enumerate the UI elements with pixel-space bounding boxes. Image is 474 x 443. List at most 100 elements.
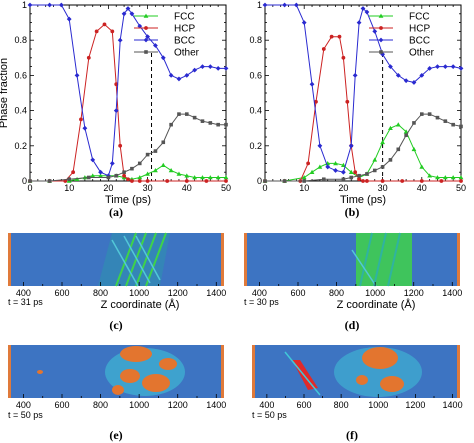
series-line-fcc	[265, 124, 461, 182]
hcp-point	[71, 170, 76, 175]
y-tick-label: 0.2	[14, 141, 27, 151]
x-tick-label: 0	[262, 183, 267, 193]
other-point	[396, 147, 401, 152]
hcp-point	[321, 47, 326, 51]
hcp-point	[137, 179, 142, 183]
x-tick-label: 50	[221, 183, 231, 193]
bcc-point	[58, 2, 64, 8]
snapshot-f: t = 50 ps 400 600 800 1000 1200 1400 (f)	[252, 345, 463, 442]
x-tick-label: 20	[103, 183, 113, 193]
fcc-point	[348, 169, 354, 174]
panel-label-d: (d)	[345, 318, 360, 332]
snapshot-c-time: t = 31 ps	[8, 297, 43, 307]
chart-a: 0 10 20 30 40 50 0 0.2 0.4 0.6 0.8 1 Time (ps) Phase …	[0, 0, 231, 206]
series-other	[28, 112, 228, 183]
z-tick-label: 1400	[206, 400, 226, 410]
x-tick-label: 40	[182, 183, 192, 193]
bcc-point	[388, 64, 393, 69]
hcp-point	[126, 177, 130, 182]
y-tick-label: 0.6	[249, 70, 262, 80]
fcc-point	[160, 162, 166, 167]
bcc-point	[333, 168, 338, 173]
z-tick-label: 1000	[129, 400, 149, 410]
other-point	[122, 170, 126, 174]
fcc-point	[450, 175, 456, 180]
series-other	[263, 112, 463, 183]
hcp-point	[439, 179, 444, 183]
other-point	[322, 177, 326, 182]
hcp-point	[130, 179, 134, 183]
z-tick-label: 1200	[404, 288, 424, 298]
fcc-point	[435, 175, 440, 180]
fcc-point	[200, 175, 205, 180]
bcc-point	[223, 65, 229, 71]
bcc-point	[176, 76, 182, 82]
bcc-point	[200, 64, 205, 69]
x-tick-label: 10	[299, 183, 309, 193]
snapshot-f-cluster	[284, 347, 422, 397]
other-point	[192, 115, 197, 120]
bcc-point	[317, 143, 323, 149]
other-point	[144, 50, 148, 54]
bcc-point	[301, 20, 307, 25]
series-fcc	[262, 122, 464, 183]
other-point	[47, 179, 52, 183]
snapshot-c: t = 31 ps 400 600 800 1000 1200 1400 Z coordi…	[8, 232, 226, 332]
fcc-point	[223, 175, 229, 180]
z-tick-label: 1000	[365, 288, 385, 298]
other-point	[216, 122, 220, 127]
hcp-point	[102, 22, 107, 27]
z-tick-label: 400	[16, 400, 31, 410]
bcc-point	[450, 64, 456, 69]
z-tick-label: 1400	[443, 400, 463, 410]
bcc-point	[403, 78, 409, 84]
legend-entry: BCC	[174, 36, 195, 47]
other-point	[67, 177, 71, 182]
hcp-point	[204, 179, 209, 183]
y-tick-label: 0.8	[14, 35, 27, 45]
panel-label-f: (f)	[346, 428, 358, 442]
panel-label-c: (c)	[109, 318, 122, 332]
bcc-point	[458, 65, 464, 71]
other-point	[372, 168, 377, 173]
bcc-point	[66, 16, 72, 22]
legend-entry: BCC	[409, 36, 430, 47]
other-point	[106, 175, 111, 180]
series-line-hcp	[30, 23, 226, 182]
snapshot-d: t = 30 ps 400 600 800 1000 1200 1400 Z coordi…	[244, 232, 462, 332]
fcc-point	[378, 13, 384, 18]
other-point	[404, 133, 408, 138]
snapshot-d-cluster	[351, 232, 412, 287]
fcc-point	[317, 164, 323, 169]
hcp-point	[145, 179, 150, 183]
z-tick-label: 1200	[168, 288, 188, 298]
bcc-point	[372, 29, 378, 34]
other-point	[153, 149, 158, 153]
bcc-point	[27, 2, 33, 8]
fcc-point	[341, 162, 346, 167]
bcc-point	[282, 2, 287, 8]
bcc-point	[395, 73, 401, 78]
fcc-point	[388, 125, 393, 130]
legend-entry: HCP	[174, 24, 195, 35]
hcp-point	[122, 173, 126, 178]
hcp-point	[165, 179, 170, 183]
panel-label-a: (a)	[109, 205, 123, 219]
other-point	[412, 121, 416, 125]
y-tick-label: 0.6	[14, 70, 27, 80]
bcc-point	[98, 169, 103, 175]
bcc-point	[356, 20, 362, 25]
series-bcc	[27, 2, 229, 179]
legend-entry: FCC	[174, 12, 195, 23]
bcc-point	[192, 67, 198, 73]
snapshot-e-time: t = 50 ps	[8, 410, 43, 420]
bcc-point	[160, 55, 166, 61]
bcc-point	[113, 108, 119, 113]
z-tick-label: 1200	[405, 400, 425, 410]
hcp-point	[365, 179, 369, 183]
other-point	[379, 50, 383, 54]
bcc-point	[184, 73, 190, 78]
series-line-bcc	[30, 4, 226, 177]
other-point	[435, 115, 440, 120]
